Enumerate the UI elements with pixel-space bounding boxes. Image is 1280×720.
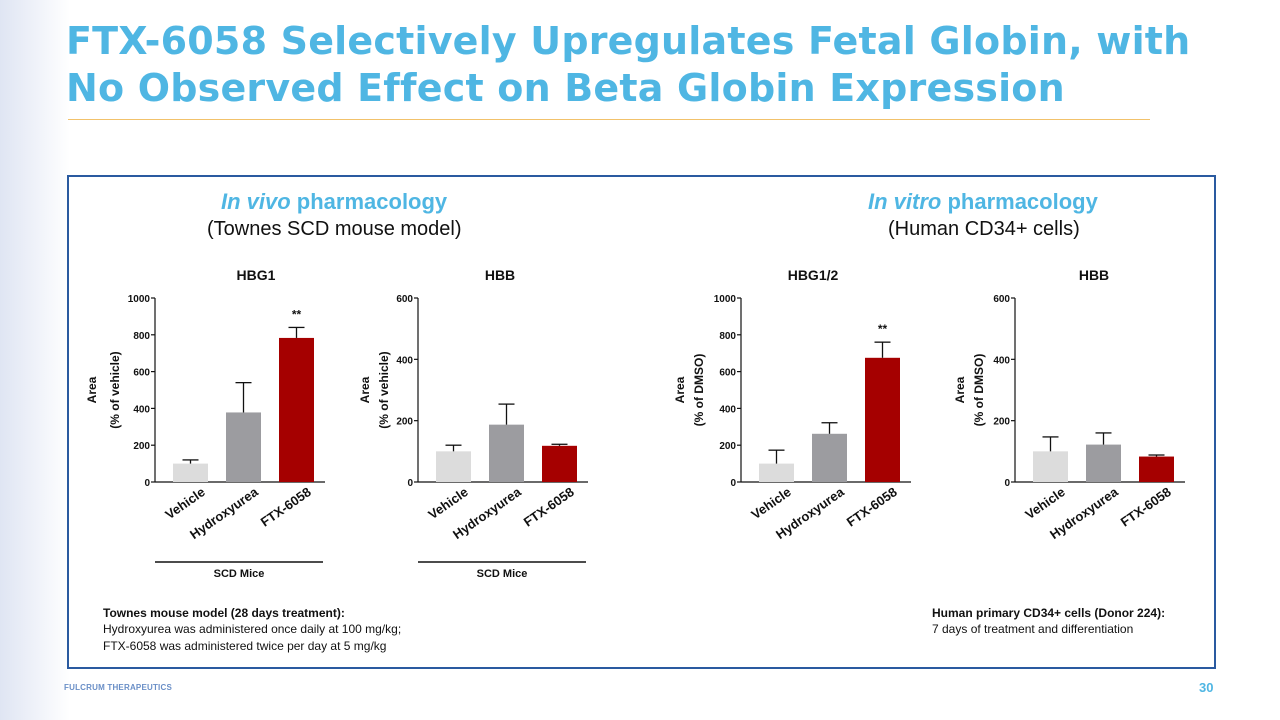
footnote-right-line1: 7 days of treatment and differentiation [932, 622, 1134, 636]
chart1-y-tick-label: 1000 [128, 294, 151, 305]
invitro-italic: In vitro [868, 189, 942, 214]
chart1-group-label: SCD Mice [214, 568, 265, 580]
chart1-y-tick-label: 800 [133, 331, 150, 342]
chart3-y-label-line1: Area [673, 376, 687, 403]
chart1-significance: ** [292, 307, 302, 321]
invivo-subtitle: (Townes SCD mouse model) [207, 218, 462, 240]
footnote-left-heading: Townes mouse model (28 days treatment): [103, 606, 345, 620]
chart3-y-label-line2: (% of DMSO) [692, 354, 706, 427]
chart3-y-tick-label: 400 [719, 404, 736, 415]
chart3-category-label-2: FTX-6058 [844, 484, 900, 529]
chart3-y-tick-label: 600 [719, 368, 736, 379]
chart1-y-label-line2: (% of vehicle) [108, 351, 122, 428]
page-number: 30 [1199, 680, 1214, 695]
invitro-subtitle: (Human CD34+ cells) [888, 218, 1080, 240]
footnote-right-heading: Human primary CD34+ cells (Donor 224): [932, 606, 1166, 620]
chart2-y-tick-label: 600 [396, 294, 413, 305]
chart2-bar-1 [489, 424, 524, 482]
invivo-rest: pharmacology [290, 189, 448, 214]
chart2-category-label-0: Vehicle [425, 484, 470, 522]
invivo-italic: In vivo [221, 189, 291, 214]
chart4-category-label-0: Vehicle [1022, 484, 1067, 522]
slide-title: FTX-6058 Selectively Upregulates Fetal G… [66, 18, 1216, 112]
chart4-category-label-2: FTX-6058 [1118, 484, 1174, 529]
chart1-bar-1 [226, 412, 261, 482]
chart1-category-label-0: Vehicle [162, 484, 207, 522]
chart3-bar-2 [865, 357, 900, 482]
chart3-title: HBG1/2 [788, 267, 839, 283]
chart2-y-tick-label: 0 [407, 478, 413, 489]
chart1-bar-0 [173, 463, 208, 482]
chart1-y-label-line1: Area [85, 376, 99, 403]
chart2-category-label-2: FTX-6058 [521, 484, 577, 529]
chart4-y-label-line1: Area [953, 376, 967, 403]
footnote-left-line1: Hydroxyurea was administered once daily … [103, 622, 402, 636]
chart4-title: HBB [1079, 267, 1109, 283]
chart3-y-tick-label: 0 [730, 478, 736, 489]
title-line-1: FTX-6058 Selectively Upregulates Fetal G… [66, 19, 1191, 63]
chart4-bar-2 [1139, 456, 1174, 482]
chart2-bar-0 [436, 451, 471, 482]
chart2-y-label-line1: Area [358, 376, 372, 403]
left-gradient [0, 0, 70, 720]
chart1-category-label-2: FTX-6058 [258, 484, 314, 529]
chart2-bar-2 [542, 445, 577, 482]
chart4-y-tick-label: 200 [993, 417, 1010, 428]
chart4-y-tick-label: 600 [993, 294, 1010, 305]
title-line-2: No Observed Effect on Beta Globin Expres… [66, 66, 1065, 110]
chart3-category-label-0: Vehicle [748, 484, 793, 522]
chart4-y-tick-label: 0 [1004, 478, 1010, 489]
chart3-bar-0 [759, 463, 794, 482]
chart1-y-tick-label: 400 [133, 404, 150, 415]
invitro-rest: pharmacology [941, 189, 1098, 214]
chart3-bar-1 [812, 433, 847, 482]
chart2-group-label: SCD Mice [477, 568, 528, 580]
chart2-y-tick-label: 200 [396, 417, 413, 428]
chart3-significance: ** [878, 322, 888, 336]
chart4-bar-1 [1086, 444, 1121, 482]
chart3-y-tick-label: 1000 [714, 294, 737, 305]
brand-logo-text: FULCRUM THERAPEUTICS [64, 683, 172, 692]
chart1-y-tick-label: 600 [133, 368, 150, 379]
chart1-y-tick-label: 0 [144, 478, 150, 489]
invitro-section-title: In vitro pharmacology [868, 189, 1098, 215]
chart1-y-tick-label: 200 [133, 441, 150, 452]
chart2-y-label-line2: (% of vehicle) [377, 351, 391, 428]
chart1-title: HBG1 [237, 267, 276, 283]
invivo-section-title: In vivo pharmacology [221, 189, 447, 215]
chart3-y-tick-label: 200 [719, 441, 736, 452]
title-divider [68, 119, 1150, 120]
chart3-y-tick-label: 800 [719, 331, 736, 342]
chart2-y-tick-label: 400 [396, 355, 413, 366]
chart1-bar-2 [279, 337, 314, 482]
chart4-y-tick-label: 400 [993, 355, 1010, 366]
chart4-bar-0 [1033, 451, 1068, 482]
chart2-title: HBB [485, 267, 515, 283]
chart4-y-label-line2: (% of DMSO) [972, 354, 986, 427]
footnote-left-line2: FTX-6058 was administered twice per day … [103, 639, 387, 653]
